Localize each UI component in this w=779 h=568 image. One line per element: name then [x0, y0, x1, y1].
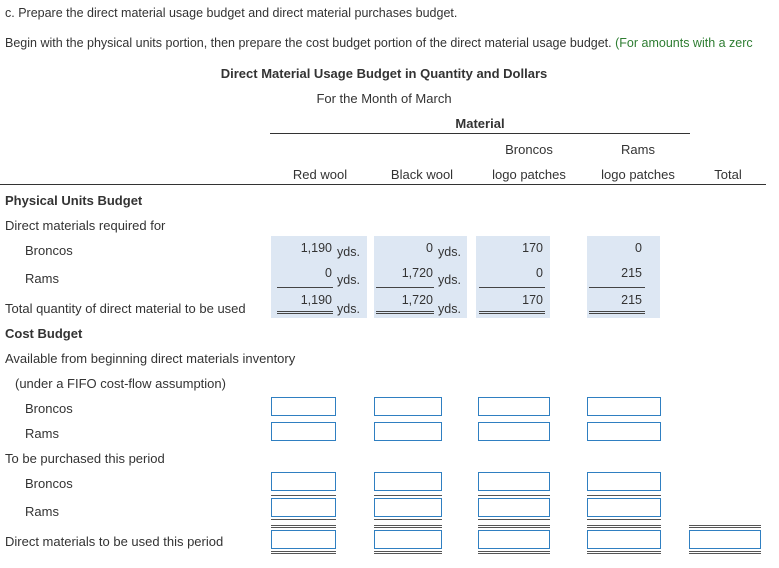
material-header: Material	[455, 116, 505, 131]
used-total-input[interactable]	[689, 530, 761, 549]
physical-total-label: Total quantity of direct material to be …	[5, 301, 246, 316]
black-wool-header: Black wool	[390, 167, 454, 182]
red-wool-total-unit: yds.	[337, 302, 360, 316]
black-wool-total-rule	[376, 311, 434, 314]
broncos-patches-header: logo patches	[492, 167, 566, 182]
inventory-broncos-black-wool-input[interactable]	[374, 397, 442, 416]
purchased-broncos-label: Broncos	[25, 476, 73, 491]
red-wool-subtotal-rule	[277, 287, 333, 288]
used-black-wool-cell	[374, 525, 442, 554]
total-header: Total	[714, 167, 742, 182]
used-broncos-patches-input[interactable]	[478, 530, 550, 549]
material-header-rule	[270, 133, 690, 134]
broncos-patches-subtotal-rule	[479, 287, 545, 288]
instruction-note: (For amounts with a zerc	[615, 36, 753, 50]
physical-section-title: Physical Units Budget	[5, 193, 143, 208]
red-wool-rams-unit: yds.	[337, 273, 360, 287]
used-red-wool-input[interactable]	[271, 530, 336, 549]
rams-patches-shade	[587, 236, 660, 318]
purchase-rams-rams-patches-input[interactable]	[587, 498, 661, 517]
purchase-rams-black-wool-cell	[374, 495, 442, 520]
budget-period: For the Month of March	[316, 91, 452, 106]
used-rams-patches-cell	[587, 525, 661, 554]
physical-broncos-label: Broncos	[25, 243, 73, 258]
purchase-rams-red-wool-cell	[271, 495, 336, 520]
broncos-patches-total-rule	[479, 311, 545, 314]
purchased-rams-label: Rams	[25, 504, 59, 519]
broncos-patches-total-value: 170	[522, 293, 543, 307]
purchase-rams-rams-patches-cell	[587, 495, 661, 520]
cost-broncos-label: Broncos	[25, 401, 73, 416]
red-wool-header: Red wool	[292, 167, 348, 182]
available-label: Available from beginning direct material…	[5, 351, 296, 366]
red-wool-total-value: 1,190	[300, 293, 332, 307]
instruction-line-2: Begin with the physical units portion, t…	[5, 36, 753, 50]
black-wool-total-unit: yds.	[438, 302, 461, 316]
inventory-broncos-broncos-patches-input[interactable]	[478, 397, 550, 416]
cost-rams-label: Rams	[25, 426, 59, 441]
fifo-label: (under a FIFO cost-flow assumption)	[15, 376, 226, 391]
black-wool-total-value: 1,720	[401, 293, 433, 307]
rams-patches-total-rule	[589, 311, 645, 314]
rams-patches-header: logo patches	[601, 167, 675, 182]
inventory-broncos-red-wool-input[interactable]	[271, 397, 336, 416]
inventory-rams-black-wool-input[interactable]	[374, 422, 442, 441]
used-total-cell	[689, 525, 761, 554]
red-wool-shade	[271, 236, 367, 318]
cost-section-title: Cost Budget	[5, 326, 83, 341]
purchase-broncos-black-wool-input[interactable]	[374, 472, 442, 491]
used-rams-patches-input[interactable]	[587, 530, 661, 549]
black-wool-shade	[374, 236, 467, 318]
purchase-broncos-rams-patches-input[interactable]	[587, 472, 661, 491]
purchase-rams-broncos-patches-cell	[478, 495, 550, 520]
instruction-line-1: c. Prepare the direct material usage bud…	[5, 6, 458, 20]
rams-patches-broncos-value: 0	[635, 241, 642, 255]
rams-patches-rams-value: 215	[621, 266, 642, 280]
header-rule	[0, 184, 766, 185]
rams-patches-subtotal-rule	[589, 287, 645, 288]
broncos-top-header: Broncos	[505, 142, 553, 157]
physical-rams-label: Rams	[25, 271, 59, 286]
inventory-rams-red-wool-input[interactable]	[271, 422, 336, 441]
used-label: Direct materials to be used this period	[5, 534, 224, 549]
purchase-rams-black-wool-input[interactable]	[374, 498, 442, 517]
red-wool-broncos-value: 1,190	[300, 241, 332, 255]
used-red-wool-cell	[271, 525, 336, 554]
black-wool-subtotal-rule	[376, 287, 434, 288]
red-wool-total-rule	[277, 311, 333, 314]
red-wool-rams-value: 0	[325, 266, 332, 280]
black-wool-rams-value: 1,720	[401, 266, 433, 280]
inventory-rams-broncos-patches-input[interactable]	[478, 422, 550, 441]
broncos-patches-broncos-value: 170	[522, 241, 543, 255]
used-black-wool-input[interactable]	[374, 530, 442, 549]
broncos-patches-shade	[476, 236, 550, 318]
black-wool-rams-unit: yds.	[438, 273, 461, 287]
rams-patches-total-value: 215	[621, 293, 642, 307]
instruction-main: Begin with the physical units portion, t…	[5, 36, 612, 50]
black-wool-broncos-value: 0	[426, 241, 433, 255]
inventory-broncos-rams-patches-input[interactable]	[587, 397, 661, 416]
red-wool-broncos-unit: yds.	[337, 245, 360, 259]
purchase-broncos-red-wool-input[interactable]	[271, 472, 336, 491]
inventory-rams-rams-patches-input[interactable]	[587, 422, 661, 441]
budget-title: Direct Material Usage Budget in Quantity…	[220, 66, 548, 81]
required-label: Direct materials required for	[5, 218, 166, 233]
used-broncos-patches-cell	[478, 525, 550, 554]
rams-top-header: Rams	[621, 142, 655, 157]
purchase-rams-red-wool-input[interactable]	[271, 498, 336, 517]
purchased-label: To be purchased this period	[5, 451, 165, 466]
black-wool-broncos-unit: yds.	[438, 245, 461, 259]
purchase-rams-broncos-patches-input[interactable]	[478, 498, 550, 517]
broncos-patches-rams-value: 0	[536, 266, 543, 280]
purchase-broncos-broncos-patches-input[interactable]	[478, 472, 550, 491]
